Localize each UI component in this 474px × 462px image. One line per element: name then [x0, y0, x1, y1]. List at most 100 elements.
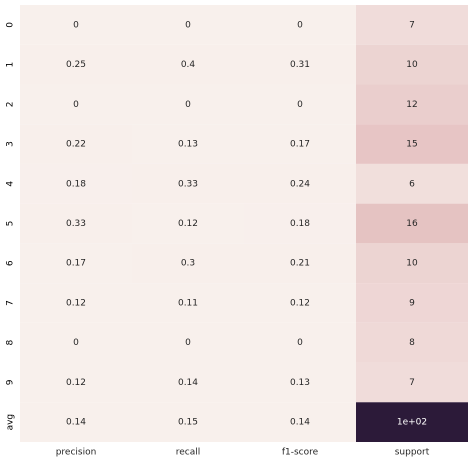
x-tick-label: precision: [56, 448, 97, 458]
heatmap-cell: [356, 203, 468, 244]
heatmap-cell: [244, 283, 356, 323]
cell-label: 0.17: [290, 140, 310, 150]
heatmap-cell: [20, 5, 132, 45]
cell-label: 0.4: [181, 60, 196, 70]
y-tick-label: 2: [6, 101, 16, 107]
heatmap-cell: [132, 44, 244, 85]
cell-label: 0.18: [290, 219, 310, 229]
heatmap-cell: [356, 163, 468, 204]
heatmap-cell: [244, 243, 356, 284]
cell-label: 0.15: [178, 418, 198, 428]
cell-label: 0.33: [178, 179, 198, 189]
cell-label: 10: [406, 60, 418, 70]
heatmap-cell: [132, 243, 244, 284]
cell-label: 0.12: [66, 378, 86, 388]
heatmap-cell: [132, 402, 244, 442]
y-tick-label: 8: [6, 340, 16, 346]
cell-label: 15: [406, 140, 417, 150]
cell-label: 0.3: [181, 259, 195, 269]
y-tick-label: 4: [6, 181, 16, 187]
cell-label: 0: [297, 100, 303, 110]
y-tick-label: 6: [6, 260, 16, 266]
y-tick-label: avg: [6, 414, 16, 431]
y-tick-label: 7: [6, 300, 16, 306]
heatmap-cell: [132, 163, 244, 204]
heatmap-cell: [244, 402, 356, 442]
cell-label: 0: [185, 338, 191, 348]
heatmap-cell: [244, 124, 356, 164]
cell-label: 0.31: [290, 60, 310, 70]
cell-label: 0.12: [178, 219, 198, 229]
heatmap-cell: [244, 44, 356, 85]
cell-label: 0: [73, 338, 79, 348]
cell-label: 0: [185, 100, 191, 110]
cell-label: 0.13: [290, 378, 310, 388]
heatmap-cell: [356, 5, 468, 45]
heatmap-cell: [244, 362, 356, 403]
heatmap-cell: [356, 402, 468, 442]
cell-label: 1e+02: [397, 418, 427, 428]
cell-label: 0: [73, 20, 79, 30]
heatmap-cell: [244, 5, 356, 45]
cell-label: 0.33: [66, 219, 86, 229]
cell-label: 0: [185, 20, 191, 30]
heatmap-cell: [20, 322, 132, 363]
cell-label: 0: [297, 338, 303, 348]
heatmap-cell: [132, 322, 244, 363]
heatmap-cell: [20, 44, 132, 85]
cell-label: 0.13: [178, 140, 198, 150]
heatmap-cell: [356, 243, 468, 284]
cell-label: 6: [409, 179, 415, 189]
y-tick-label: 9: [6, 379, 16, 385]
cell-label: 0.24: [290, 179, 310, 189]
cell-label: 0: [73, 100, 79, 110]
heatmap-cell: [244, 203, 356, 244]
heatmap-cell: [356, 84, 468, 125]
y-tick-label: 0: [6, 22, 16, 28]
cell-label: 0.12: [66, 298, 86, 308]
cell-label: 7: [409, 20, 415, 30]
heatmap-cell: [132, 362, 244, 403]
cell-label: 0: [297, 20, 303, 30]
y-tick-label: 3: [6, 141, 16, 147]
cell-label: 0.25: [66, 60, 86, 70]
x-tick-label: recall: [176, 448, 201, 458]
x-tick-label: support: [395, 448, 430, 458]
heatmap-cell: [20, 243, 132, 284]
cell-label: 8: [409, 338, 415, 348]
heatmap-cell: [132, 283, 244, 323]
cell-label: 0.17: [66, 259, 86, 269]
heatmap-cell: [356, 124, 468, 164]
heatmap-cell: [244, 163, 356, 204]
heatmap-cell: [20, 362, 132, 403]
heatmap-cell: [132, 124, 244, 164]
cell-label: 7: [409, 378, 415, 388]
heatmap-cell: [20, 84, 132, 125]
cell-label: 0.22: [66, 140, 86, 150]
cell-label: 12: [406, 100, 417, 110]
heatmap-cell: [132, 84, 244, 125]
heatmap-cell: [20, 163, 132, 204]
heatmap-cell: [132, 203, 244, 244]
cell-label: 0.18: [66, 179, 86, 189]
cell-label: 0.14: [178, 378, 198, 388]
cell-label: 0.14: [66, 418, 86, 428]
heatmap-cell: [356, 283, 468, 323]
cell-label: 10: [406, 259, 418, 269]
cell-label: 16: [406, 219, 418, 229]
x-tick-label: f1-score: [282, 448, 319, 458]
heatmap-cell: [20, 402, 132, 442]
y-tick-label: 5: [6, 221, 16, 227]
heatmap-cell: [20, 203, 132, 244]
cell-label: 0.11: [178, 298, 198, 308]
cell-label: 0.14: [290, 418, 310, 428]
heatmap-cell: [356, 44, 468, 85]
heatmap-cell: [20, 283, 132, 323]
cell-label: 9: [409, 298, 415, 308]
heatmap-cell: [244, 84, 356, 125]
heatmap-cell: [20, 124, 132, 164]
cell-label: 0.12: [290, 298, 310, 308]
heatmap-cell: [356, 362, 468, 403]
heatmap-cell: [244, 322, 356, 363]
